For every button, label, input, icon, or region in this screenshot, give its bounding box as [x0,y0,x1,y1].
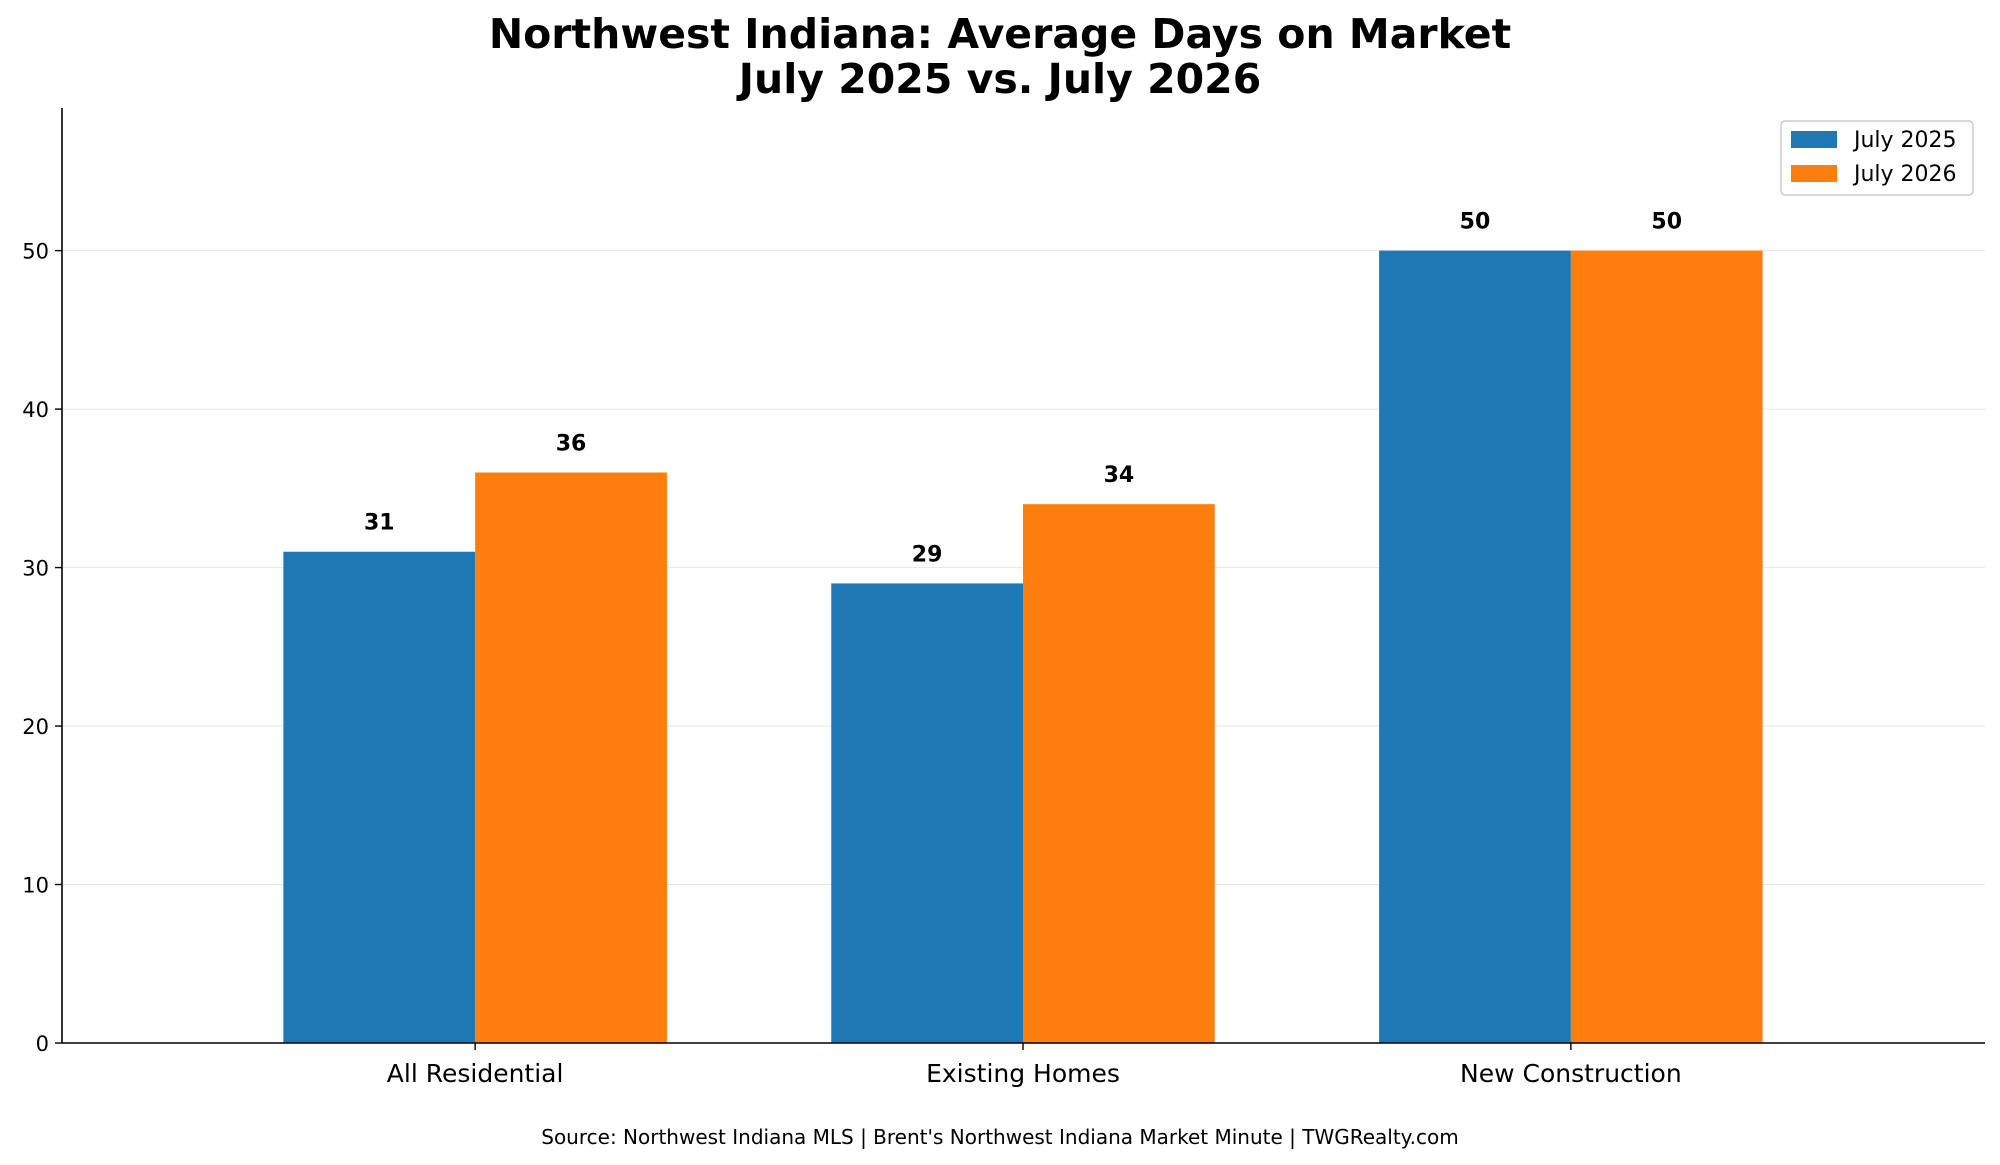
bar-value-label: 31 [364,511,395,536]
x-tick-label: All Residential [387,1059,564,1088]
bar-value-label: 29 [912,542,943,567]
y-tick-label: 0 [36,1032,49,1056]
legend-label-july-2025: July 2025 [1852,128,1957,153]
x-tick-label: New Construction [1460,1059,1682,1088]
legend-swatch-july-2026 [1791,165,1837,182]
chart-title: Northwest Indiana: Average Days on Marke… [489,10,1511,58]
bar-value-label: 50 [1651,210,1682,235]
y-tick-label: 10 [22,874,49,898]
bar-july-2026 [1023,504,1215,1044]
source-note: Source: Northwest Indiana MLS | Brent's … [541,1125,1459,1149]
bar-value-label: 36 [556,431,587,456]
x-axis-ticks: All Residential Existing Homes New Constru… [387,1043,1682,1088]
legend-swatch-july-2025 [1791,131,1837,148]
bar-july-2025 [1379,250,1571,1043]
y-tick-label: 20 [22,715,49,739]
y-tick-label: 50 [22,240,49,264]
y-tick-label: 40 [22,398,49,422]
bar-value-labels: 31 36 29 34 50 50 [364,210,1682,568]
x-tick-label: Existing Homes [926,1059,1120,1088]
bar-value-label: 34 [1104,463,1135,488]
y-axis-ticks: 0 10 20 30 40 50 [22,240,62,1056]
bar-july-2025 [831,583,1023,1043]
bar-july-2026 [1570,250,1763,1043]
legend: July 2025 July 2026 [1780,120,1974,196]
bar-july-2026 [475,472,667,1043]
chart-subtitle: July 2025 vs. July 2026 [736,55,1261,103]
bar-july-2025 [283,551,476,1043]
y-tick-label: 30 [22,557,49,581]
bars [283,250,1763,1044]
legend-label-july-2026: July 2026 [1852,162,1957,187]
bar-value-label: 50 [1460,210,1491,235]
